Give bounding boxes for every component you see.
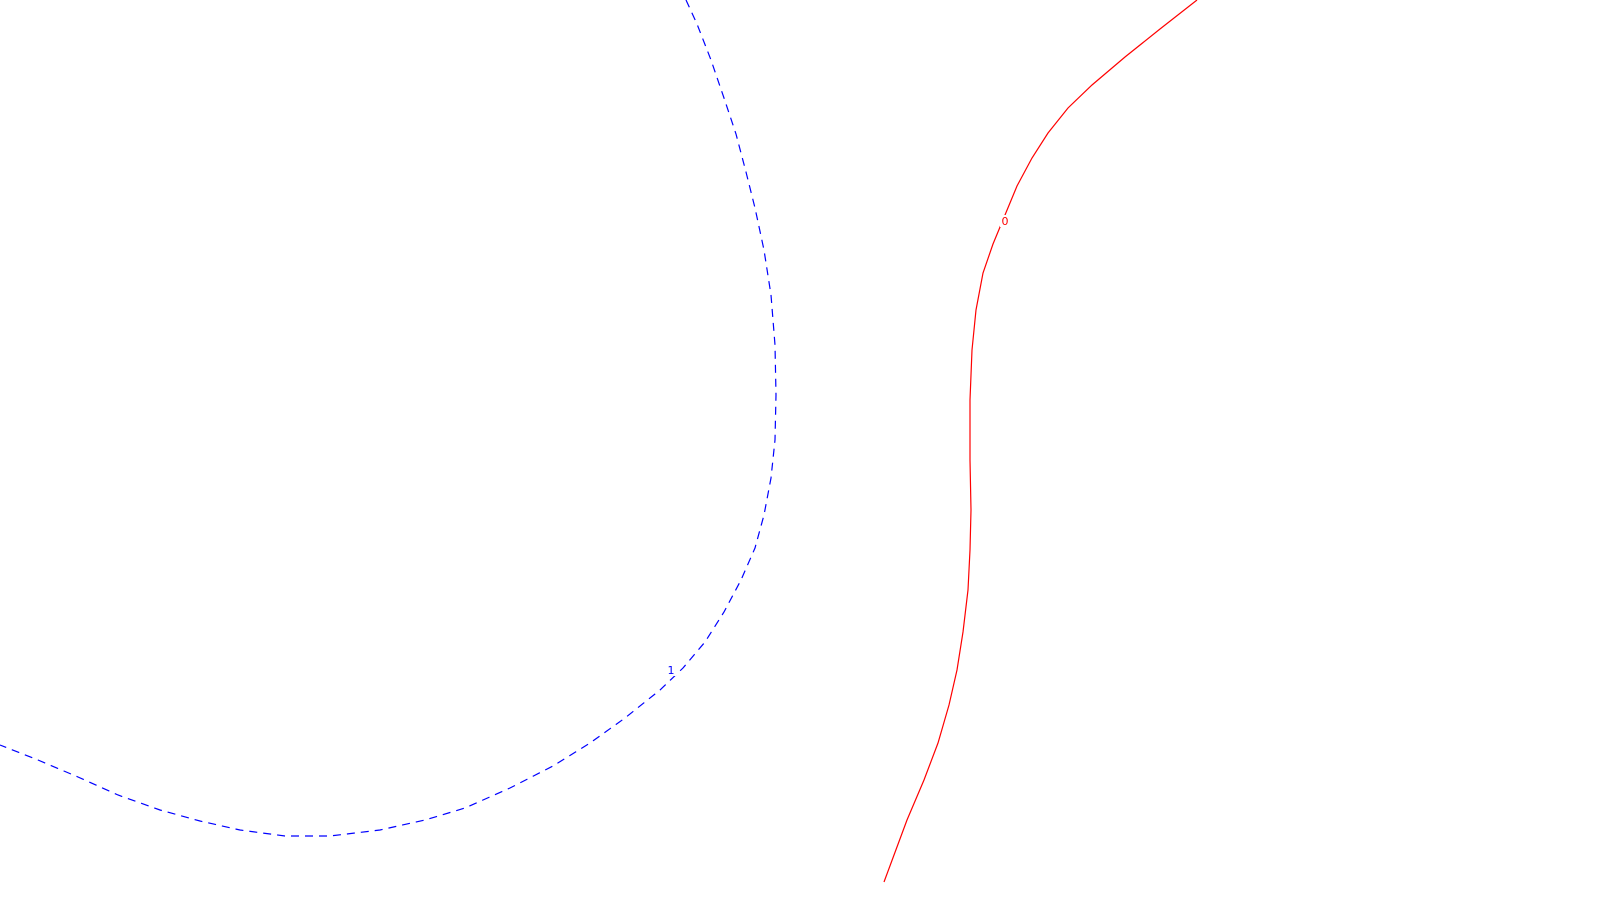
- contour-labels-layer: 01: [666, 215, 1010, 677]
- contour-lines-layer: [0, 0, 1198, 883]
- contour-label-level-0: 0: [1002, 215, 1009, 228]
- contour-label-background-1: [666, 664, 676, 676]
- contour-line-level-0: [883, 0, 1198, 883]
- contour-line-level-1: [0, 0, 777, 837]
- contour-label-level-1: 1: [668, 664, 675, 677]
- contour-label-background-0: [1000, 215, 1010, 227]
